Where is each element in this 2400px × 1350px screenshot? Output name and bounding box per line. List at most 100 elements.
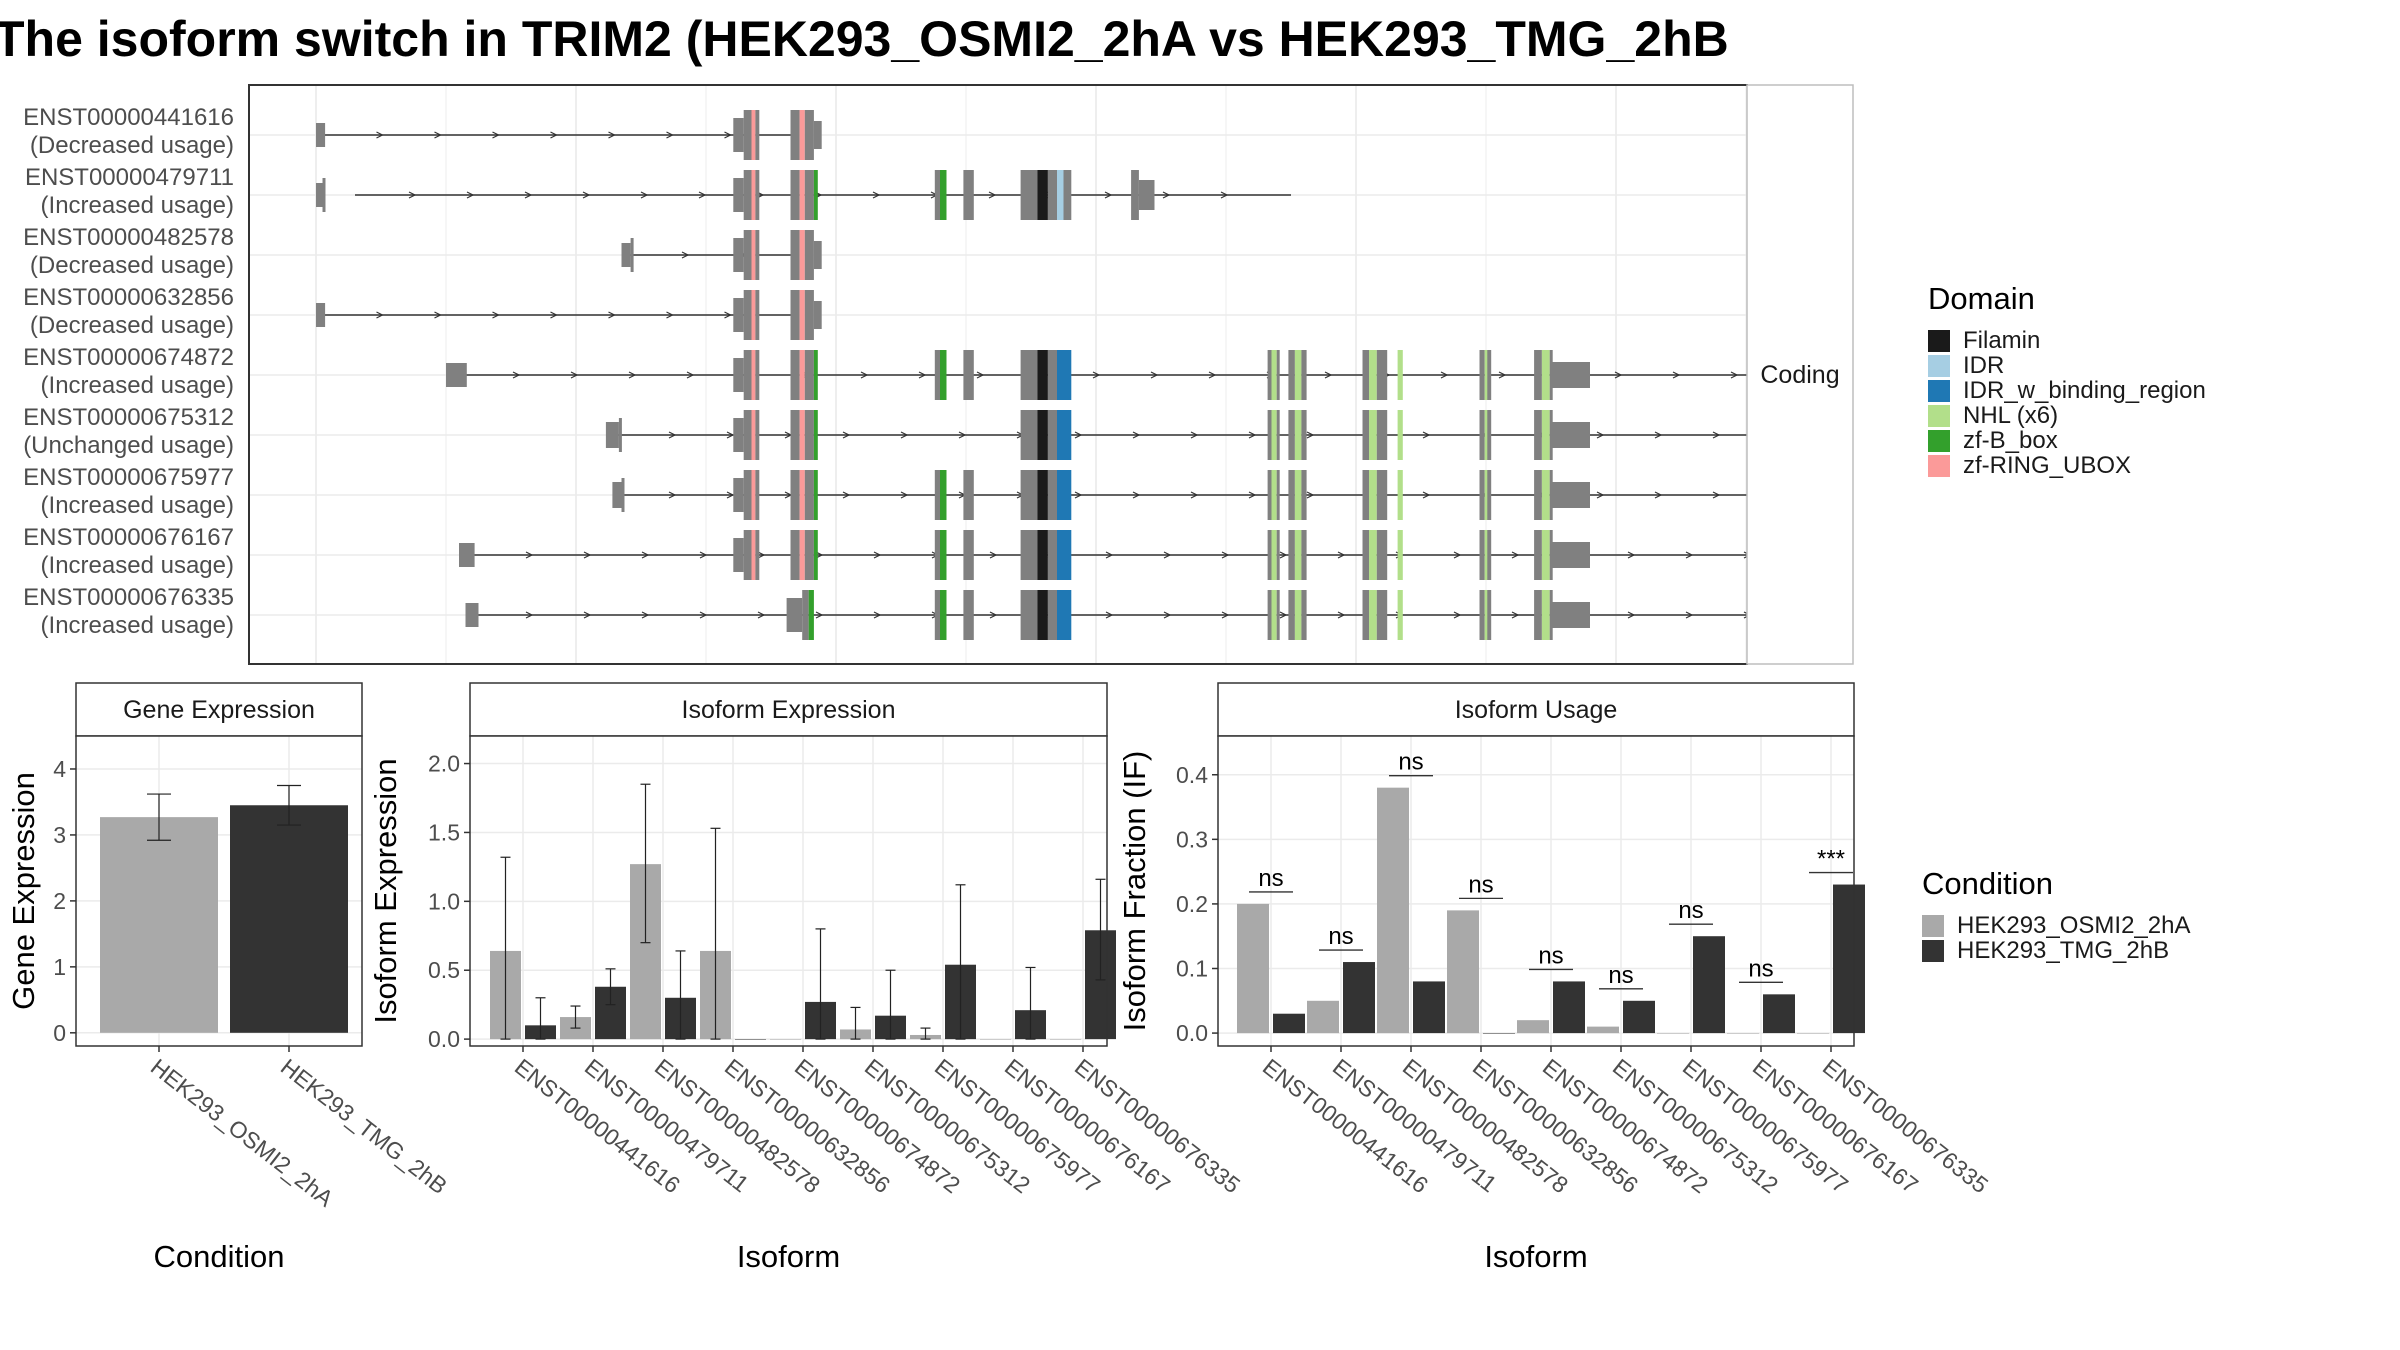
exon-block (1479, 470, 1485, 520)
intron-arrow (1190, 491, 1199, 499)
intron-arrow (1712, 431, 1721, 439)
exon-block (799, 290, 805, 340)
domain-legend-label: zf-B_box (1963, 427, 2058, 454)
exon-block (1301, 350, 1307, 400)
intron-arrow (988, 191, 997, 199)
intron-arrow (1422, 431, 1431, 439)
intron-arrow (842, 491, 851, 499)
intron-arrow (512, 371, 521, 379)
exon-block (1549, 410, 1553, 460)
exon-block (1301, 470, 1307, 520)
exon-block (621, 478, 625, 512)
y-axis-title: Isoform Fraction (IF) (1117, 751, 1152, 1032)
exon-block (1534, 410, 1542, 460)
intron-arrow (628, 371, 637, 379)
exon-block (1037, 590, 1048, 640)
exon-block (733, 418, 744, 452)
exon-block (1271, 470, 1277, 520)
exon-block (743, 530, 752, 580)
domain-legend-swatch (1928, 405, 1950, 427)
bar (1483, 1033, 1515, 1034)
exon-block (1020, 590, 1038, 640)
intron-arrow (550, 311, 558, 319)
exon-block (802, 590, 809, 640)
exon-block (813, 241, 822, 269)
exon-block (1037, 410, 1048, 460)
exon-block (1376, 530, 1388, 580)
domain-legend-swatch (1928, 330, 1950, 352)
exon-block (1484, 470, 1488, 520)
exon-block (1267, 590, 1272, 640)
exon-block (1267, 410, 1272, 460)
exon-block (1288, 410, 1295, 460)
intron-arrow (699, 551, 708, 559)
x-axis-title: Isoform (1484, 1239, 1587, 1274)
exon-block (743, 350, 752, 400)
transcript-status-label: (Increased usage) (41, 552, 234, 579)
domain-legend-swatch (1928, 455, 1950, 477)
intron-arrow (434, 311, 442, 319)
exon-block (813, 530, 818, 580)
y-tick-label: 1.5 (428, 819, 460, 845)
exon-block (1037, 470, 1048, 520)
exon-block (1057, 530, 1072, 580)
intron-arrow (1337, 611, 1346, 619)
exon-block (465, 603, 479, 627)
domain-legend-swatch (1928, 355, 1950, 377)
exon-block (1288, 470, 1295, 520)
intron-arrow (1220, 191, 1229, 199)
exon-block (630, 238, 634, 272)
intron-arrow (641, 611, 650, 619)
exon-block (1397, 530, 1403, 580)
intron-arrow (1221, 551, 1230, 559)
transcript-id-label: ENST00000676335 (23, 584, 234, 611)
exon-block (755, 230, 760, 280)
intron-arrow (757, 551, 766, 559)
exon-block (1541, 470, 1550, 520)
intron-arrow (1163, 551, 1172, 559)
intron-arrow (842, 431, 851, 439)
intron-arrow (900, 431, 909, 439)
exon-block (1487, 530, 1492, 580)
bar (1307, 1000, 1339, 1034)
exon-block (790, 410, 800, 460)
intron-arrow (1324, 371, 1333, 379)
x-axis-title: Isoform (737, 1239, 840, 1274)
intron-arrow (815, 551, 824, 559)
bar (770, 1039, 801, 1040)
intron-arrow (1279, 551, 1288, 559)
intron-arrow (873, 551, 882, 559)
exon-block (755, 410, 760, 460)
bar (1050, 1039, 1081, 1040)
exon-block (316, 123, 326, 147)
condition-legend-label: HEK293_TMG_2hB (1957, 937, 2169, 964)
exon-block (1534, 590, 1542, 640)
intron-arrow (1221, 611, 1230, 619)
exon-block (1037, 170, 1048, 220)
exon-block (1362, 530, 1369, 580)
transcript-id-label: ENST00000632856 (23, 284, 234, 311)
exon-block (1047, 470, 1057, 520)
intron-arrow (1105, 611, 1114, 619)
exon-block (755, 290, 760, 340)
exon-block (743, 170, 752, 220)
panel-background (1218, 736, 1854, 1046)
exon-block (1479, 350, 1485, 400)
intron-arrow (698, 191, 707, 199)
intron-arrow (1685, 611, 1694, 619)
domain-legend-label: NHL (x6) (1963, 402, 2058, 429)
structure-panel: ENST00000441616(Decreased usage)ENST0000… (23, 84, 1854, 665)
domain-legend-title: Domain (1928, 281, 2035, 316)
exon-block (1271, 530, 1277, 580)
intron-arrow (860, 371, 869, 379)
exon-block (799, 530, 805, 580)
exon-block (934, 350, 940, 400)
y-axis-title: Gene Expression (6, 772, 41, 1010)
condition-legend-label: HEK293_OSMI2_2hA (1957, 912, 2190, 939)
exon-block (1301, 410, 1307, 460)
exon-block (790, 530, 800, 580)
exon-block (1479, 530, 1485, 580)
exon-block (1487, 590, 1492, 640)
exon-block (1037, 530, 1048, 580)
